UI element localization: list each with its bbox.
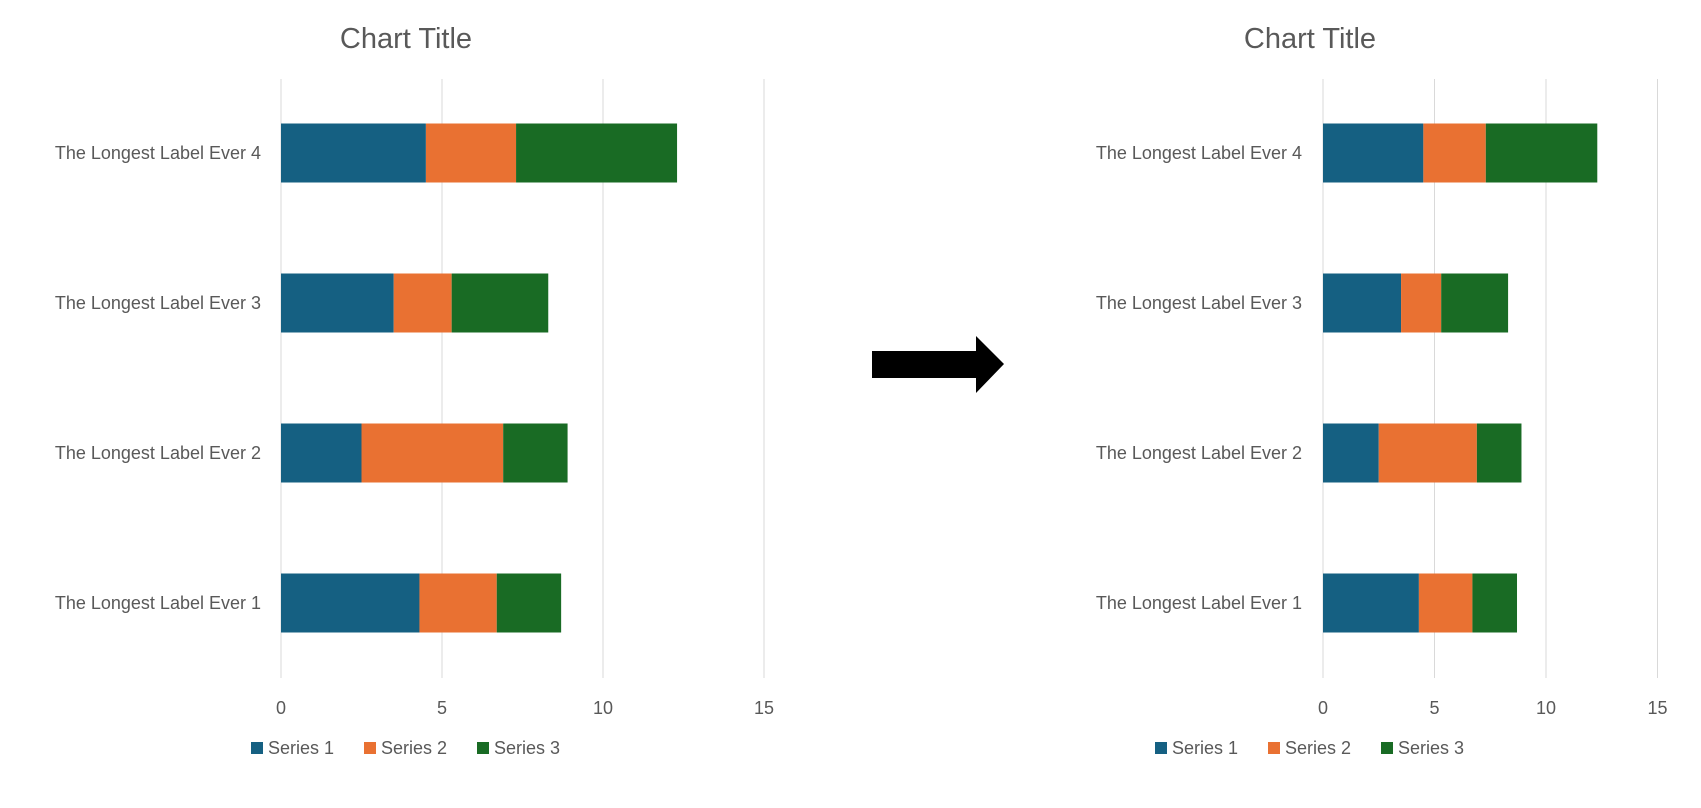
chart-after-category-label: The Longest Label Ever 1 [1096,593,1302,613]
chart-after-category-label: The Longest Label Ever 4 [1096,143,1302,163]
chart-before-category-label: The Longest Label Ever 2 [55,443,261,463]
chart-before-bar-series-1-cat-1 [281,573,420,633]
chart-before: Chart Title 0 5 10 15 The Longest Label Ever … [55,23,774,758]
chart-before-x-tick-label: 15 [754,698,774,718]
chart-before-title: Chart Title [340,23,472,55]
chart-after-x-tick-label: 0 [1318,698,1328,718]
chart-after-bar-series-2-cat-2 [1378,423,1477,483]
chart-before-x-tick-label: 5 [437,698,447,718]
chart-before-legend-label: Series 3 [494,738,560,758]
chart-after-legend-label: Series 2 [1285,738,1351,758]
chart-after-legend-swatch [1268,742,1280,754]
chart-before-bar-series-3-cat-2 [503,423,568,483]
chart-after-bar-series-2-cat-3 [1401,273,1442,333]
right-arrow-icon [872,336,1004,393]
chart-before-legend-label: Series 1 [268,738,334,758]
chart-before-legend-swatch [364,742,376,754]
chart-after-legend-swatch [1155,742,1167,754]
chart-before-bar-series-2-cat-2 [361,423,504,483]
chart-before-bar-series-3-cat-4 [516,123,678,183]
chart-before-bar-series-3-cat-1 [496,573,562,633]
chart-before-bar-series-2-cat-3 [393,273,452,333]
chart-before-bar-series-2-cat-1 [419,573,497,633]
chart-before-legend-swatch [477,742,489,754]
chart-after-category-label: The Longest Label Ever 3 [1096,293,1302,313]
chart-after-x-tick-label: 10 [1536,698,1556,718]
chart-before-bar-series-1-cat-3 [281,273,394,333]
chart-after-bar-series-2-cat-4 [1423,123,1486,183]
chart-after-x-tick-label: 15 [1647,698,1667,718]
chart-before-x-tick-label: 0 [276,698,286,718]
chart-after-x-tick-label: 5 [1429,698,1439,718]
chart-after-bar-series-3-cat-2 [1476,423,1522,483]
chart-after-bar-series-3-cat-4 [1485,123,1598,183]
chart-after-title: Chart Title [1244,23,1376,55]
chart-after: Chart Title 0 5 10 15 The Longest Label Ever … [1096,23,1668,758]
chart-after-bar-series-3-cat-3 [1441,273,1509,333]
chart-after-bar-series-1-cat-1 [1323,573,1419,633]
chart-before-legend-swatch [251,742,263,754]
chart-after-bar-series-1-cat-2 [1323,423,1379,483]
chart-after-legend-label: Series 3 [1398,738,1464,758]
chart-before-bar-series-3-cat-3 [451,273,549,333]
chart-before-bar-series-1-cat-4 [281,123,426,183]
chart-before-category-label: The Longest Label Ever 3 [55,293,261,313]
chart-before-x-tick-label: 10 [593,698,613,718]
chart-after-bar-series-2-cat-1 [1418,573,1473,633]
chart-after-bar-series-3-cat-1 [1472,573,1518,633]
chart-after-bar-series-1-cat-3 [1323,273,1402,333]
chart-after-category-label: The Longest Label Ever 2 [1096,443,1302,463]
chart-before-bar-series-1-cat-2 [281,423,362,483]
chart-before-category-label: The Longest Label Ever 4 [55,143,261,163]
chart-after-legend-swatch [1381,742,1393,754]
chart-before-legend-label: Series 2 [381,738,447,758]
chart-before-bar-series-2-cat-4 [425,123,517,183]
chart-before-category-label: The Longest Label Ever 1 [55,593,261,613]
chart-after-bar-series-1-cat-4 [1323,123,1424,183]
chart-after-legend-label: Series 1 [1172,738,1238,758]
